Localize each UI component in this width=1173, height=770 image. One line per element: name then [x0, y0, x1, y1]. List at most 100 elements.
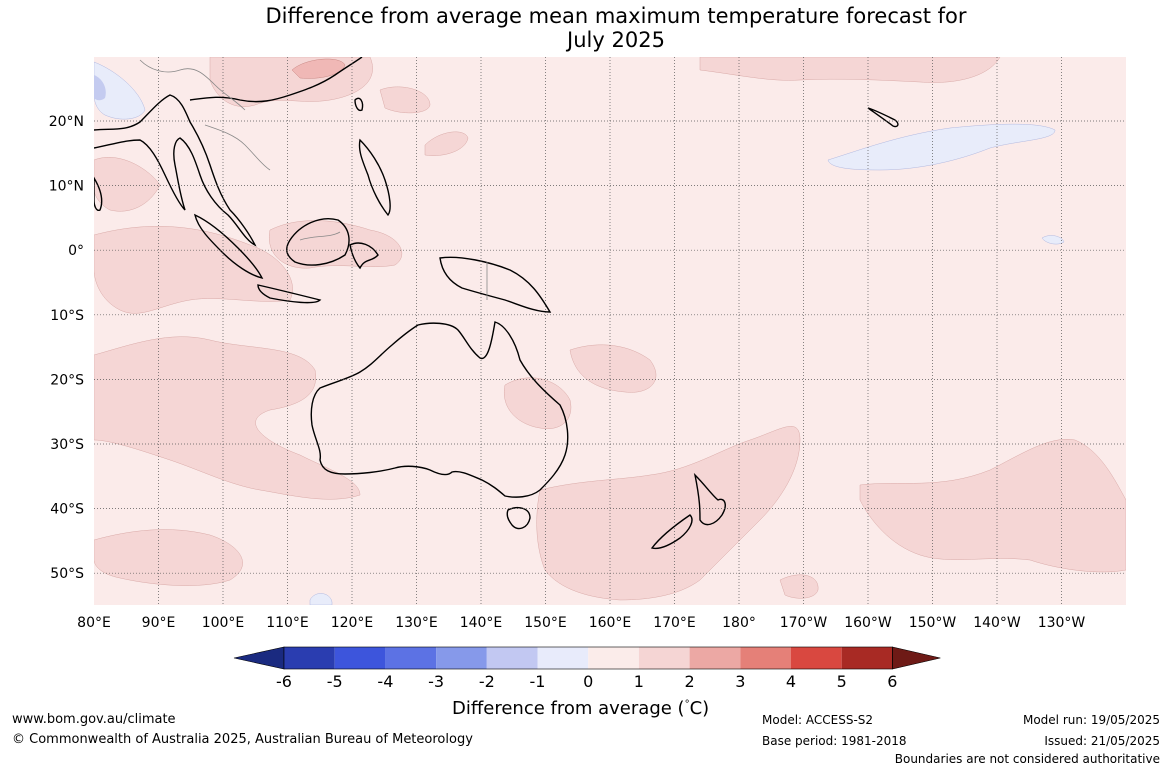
disclaimer-text: Boundaries are not considered authoritat…: [894, 752, 1160, 766]
colorbar-segment: [284, 647, 335, 669]
model-name: Model: ACCESS-S2: [762, 713, 874, 727]
longitude-label: 160°W: [844, 615, 892, 631]
colorbar-tick-label: -3: [428, 672, 444, 691]
colorbar-segment: [588, 647, 639, 669]
colorbar-segment: [486, 647, 538, 669]
longitude-label: 130°W: [1038, 615, 1086, 631]
colorbar-tick-label: 6: [887, 672, 897, 691]
latitude-label: 0°: [68, 243, 84, 259]
anomaly-patch-southern-indian: [94, 529, 243, 586]
title-line-1: Difference from average mean maximum tem…: [265, 4, 967, 28]
website-link[interactable]: www.bom.gov.au/climate: [12, 712, 176, 727]
longitude-label: 80°E: [77, 615, 111, 631]
colorbar-label: Difference from average (°C): [452, 698, 710, 719]
colorbar-segment: [841, 647, 893, 669]
latitude-label: 40°S: [50, 502, 84, 518]
forecast-map: 20°N 10°N 0° 10°S 20°S 30°S 40°S 50°S 80°E 90°E 1…: [49, 57, 1126, 631]
anomaly-patch-indian-ocean-south: [94, 336, 361, 500]
longitude-label: 100°E: [202, 615, 245, 631]
asia-mainland-coastline: [94, 94, 257, 247]
colorbar-tick-label: 5: [837, 672, 847, 691]
sulawesi-coastline: [349, 242, 379, 270]
longitude-label: 180°: [722, 615, 756, 631]
latitude-label: 20°N: [49, 114, 84, 130]
issued-date: Issued: 21/05/2025: [1044, 734, 1160, 748]
colorbar-segment: [537, 647, 589, 669]
anomaly-patch-cool-west-strong: [94, 75, 106, 101]
longitude-label: 140°W: [973, 615, 1021, 631]
longitude-label: 110°E: [266, 615, 309, 631]
anomaly-patch-pacific-south: [859, 438, 1126, 573]
colorbar-tick-label: 0: [583, 672, 593, 691]
colorbar-tick-label: 1: [634, 672, 644, 691]
longitude-gridlines: [158, 57, 1062, 605]
longitude-label: 150°W: [909, 615, 957, 631]
latitude-label: 10°S: [50, 308, 84, 324]
hawaii-coastline: [867, 107, 899, 128]
colorbar-tick-label: 4: [786, 672, 796, 691]
longitude-label: 120°E: [331, 615, 374, 631]
anomaly-patch-cool-south: [309, 593, 333, 605]
latitude-label: 20°S: [50, 372, 84, 388]
anomaly-patch-cool-pacific: [827, 123, 1056, 171]
border-mainland-2: [204, 124, 271, 171]
title-line-2: July 2025: [567, 28, 665, 52]
longitude-label: 170°W: [780, 615, 828, 631]
anomaly-patch-tasman: [536, 426, 801, 601]
colorbar-tick-label: 3: [735, 672, 745, 691]
model-run-date: Model run: 19/05/2025: [1022, 713, 1160, 727]
anomaly-patch-kermadec: [779, 574, 819, 599]
border-mainland-1: [139, 59, 246, 111]
longitude-label: 130°E: [395, 615, 438, 631]
philippines-coastline: [358, 138, 391, 217]
colorbar-tick-label: 2: [685, 672, 695, 691]
taiwan-coastline: [354, 97, 364, 112]
colorbar-ticks: -6 -5 -4 -3 -2 -1 0 1 2 3 4 5 6: [276, 672, 897, 691]
anomaly-patch-indian-ocean-north: [94, 157, 161, 212]
colorbar-tick-label: -4: [377, 672, 393, 691]
java-coastline: [257, 284, 322, 304]
anomaly-regions: [94, 57, 1126, 605]
longitude-label: 150°E: [524, 615, 567, 631]
colorbar-border: [283, 646, 893, 670]
anomaly-patch-cool-west: [94, 61, 146, 120]
longitude-label: 170°E: [653, 615, 696, 631]
colorbar-arrow-high: [892, 646, 941, 670]
anomaly-patch-small-2: [379, 86, 431, 114]
colorbar-tick-label: -1: [530, 672, 546, 691]
colorbar-segment: [689, 647, 741, 669]
colorbar-segment: [385, 647, 437, 669]
colorbar-label-suffix: ): [702, 698, 710, 719]
latitude-label: 10°N: [49, 179, 84, 195]
anomaly-patch-cool-equator: [1041, 235, 1065, 245]
new-zealand-south-coastline: [650, 514, 693, 550]
colorbar-segment: [638, 647, 690, 669]
china-coastline: [189, 57, 363, 103]
anomaly-patch-coral-sea: [569, 344, 657, 393]
colorbar-tick-label: -2: [479, 672, 495, 691]
colorbar-segments: [233, 646, 941, 670]
page-title: Difference from average mean maximum tem…: [0, 4, 1173, 52]
anomaly-patch-maritime: [268, 220, 403, 269]
anomaly-patch-strong-warm: [291, 58, 346, 79]
colorbar-segment: [436, 647, 487, 669]
new-zealand-north-coastline: [693, 472, 726, 526]
longitude-label: 140°E: [460, 615, 503, 631]
sumatra-coastline: [193, 213, 264, 280]
borneo-coastline: [286, 218, 350, 266]
colorbar-label-prefix: Difference from average (: [452, 698, 685, 719]
latitude-label: 30°S: [50, 437, 84, 453]
colorbar-arrow-low: [233, 646, 285, 670]
tasmania-coastline: [506, 506, 531, 530]
country-borders: [139, 59, 488, 300]
base-period: Base period: 1981-2018: [762, 734, 907, 748]
longitude-label: 160°E: [589, 615, 632, 631]
longitude-label: 90°E: [142, 615, 176, 631]
new-guinea-coastline: [439, 256, 552, 313]
colorbar-segment: [334, 647, 386, 669]
latitude-label: 50°S: [50, 566, 84, 582]
border-borneo: [299, 231, 341, 241]
copyright-text: © Commonwealth of Australia 2025, Austra…: [12, 732, 473, 747]
colorbar-tick-label: -5: [327, 672, 343, 691]
anomaly-patch-equatorial: [94, 226, 293, 314]
